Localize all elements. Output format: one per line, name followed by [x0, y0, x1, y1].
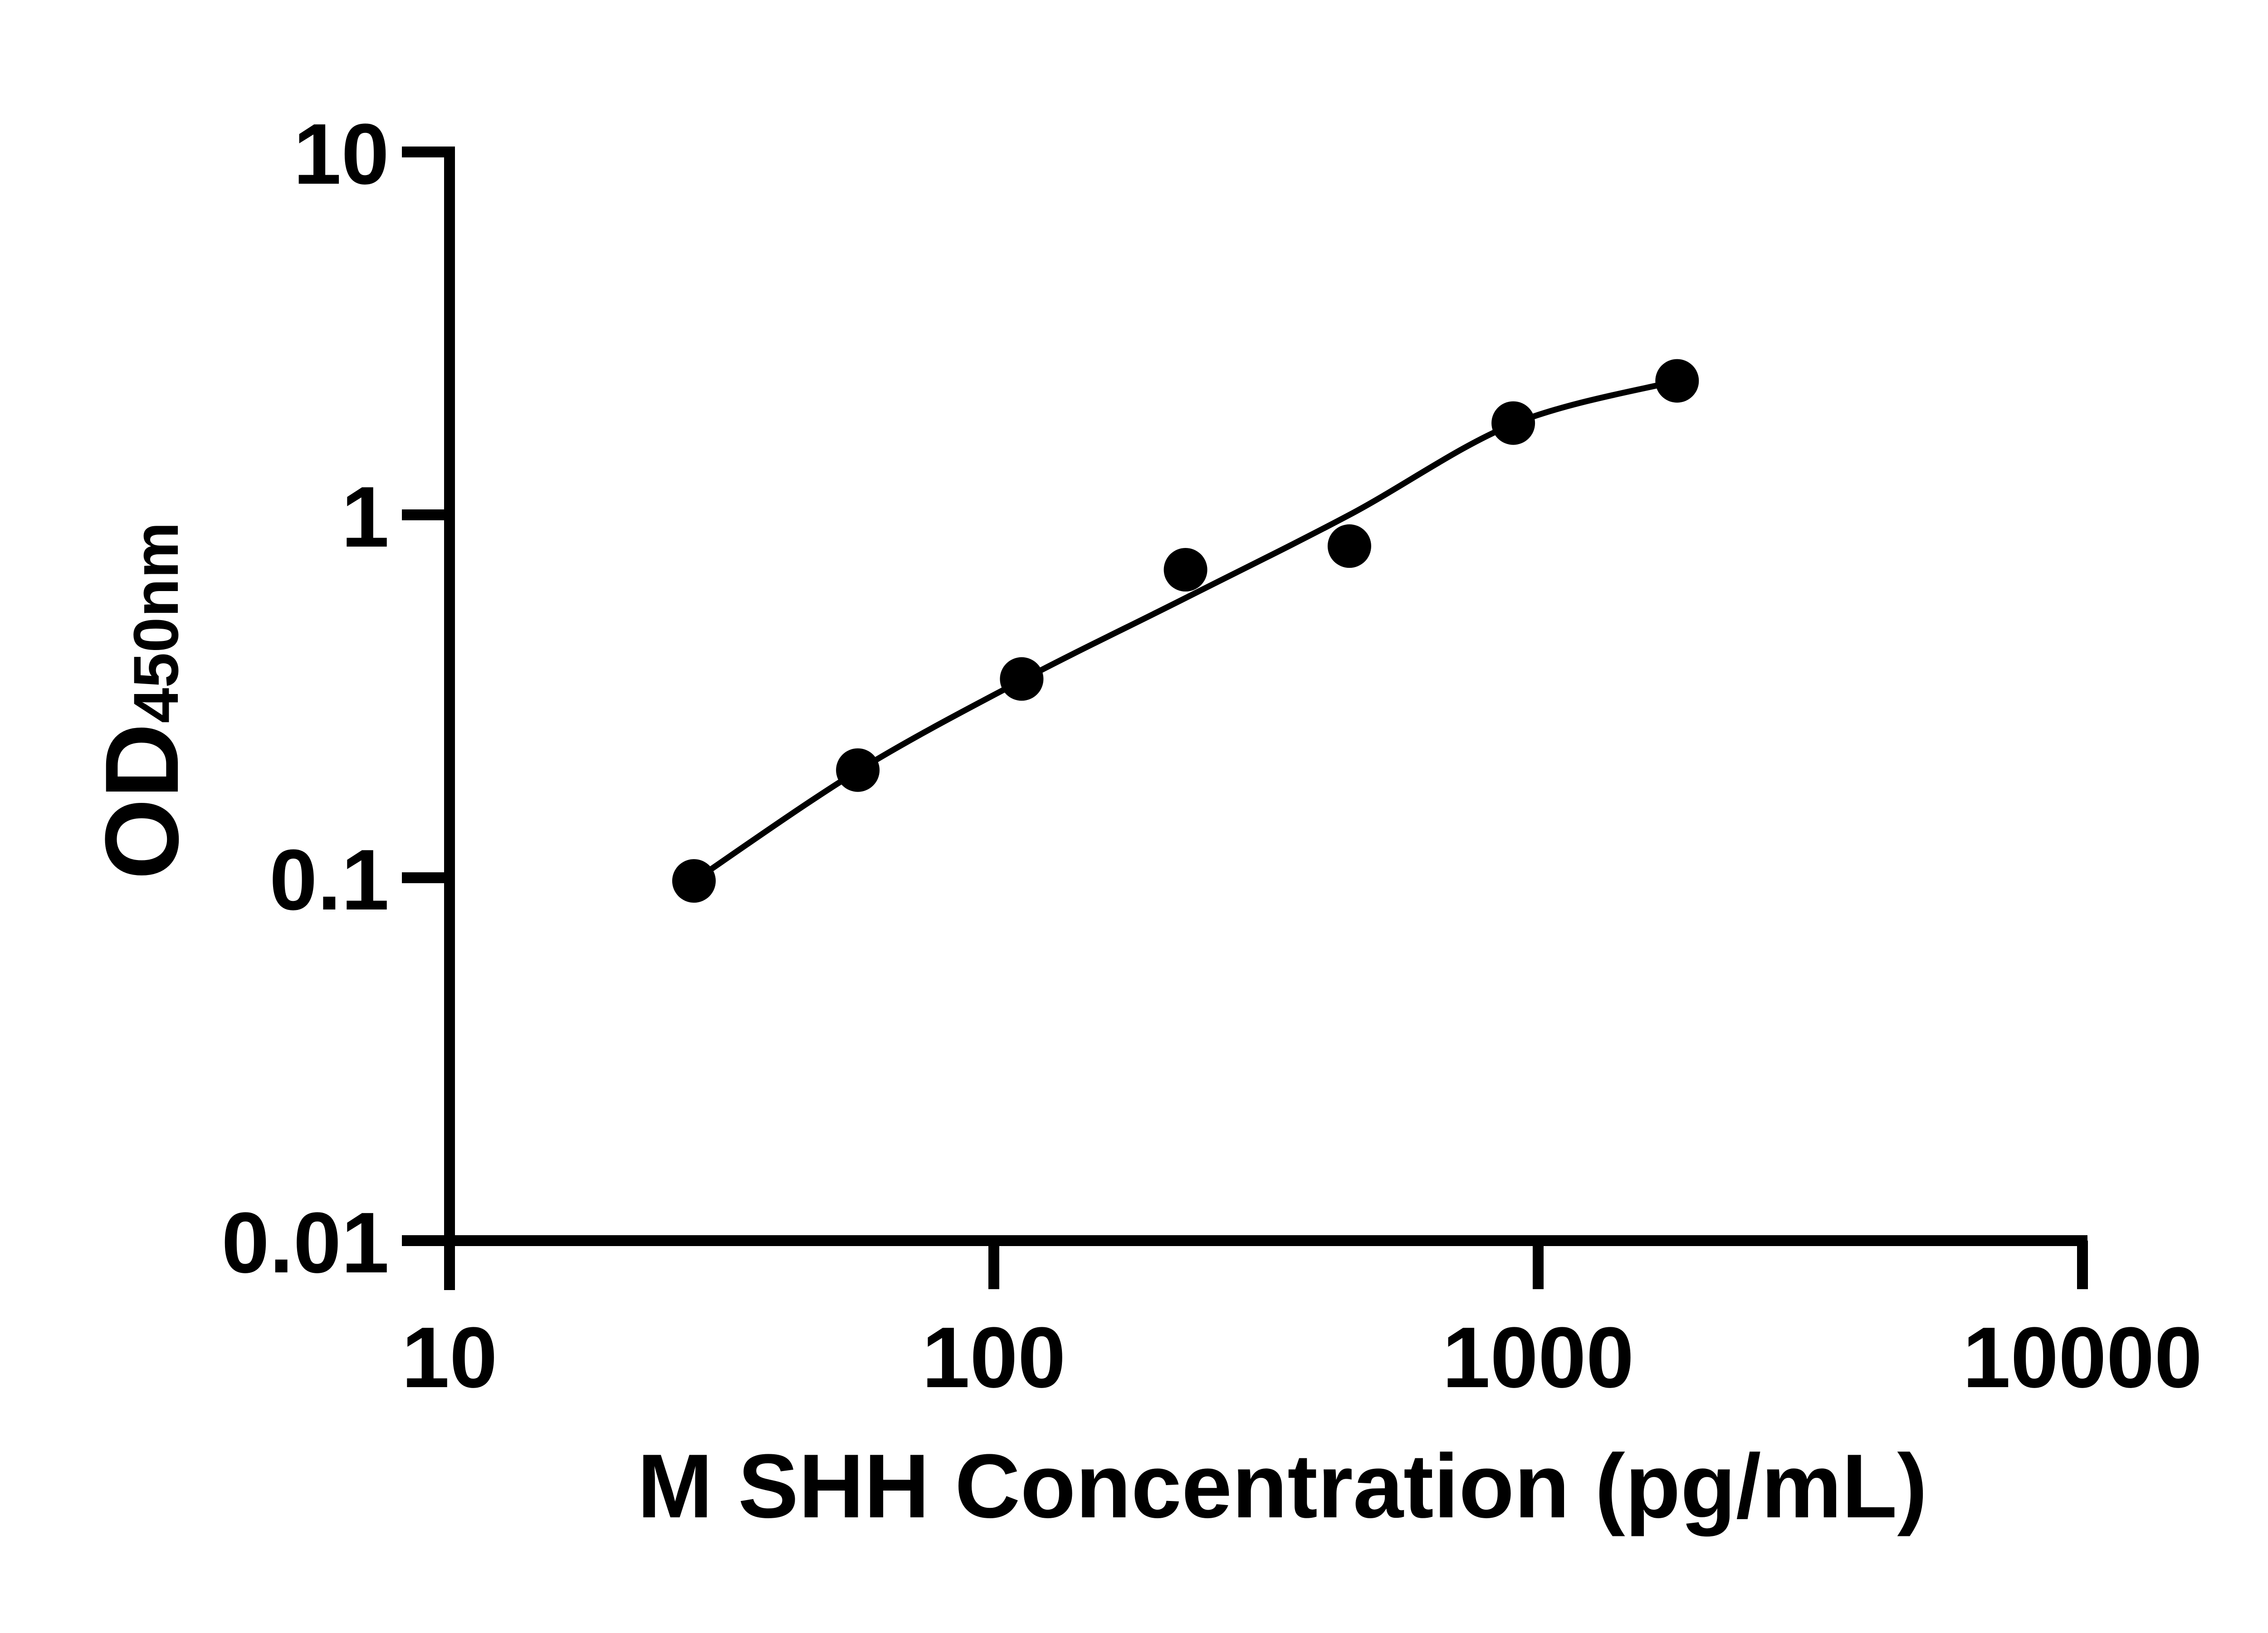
y-tick-label: 10 [293, 106, 389, 202]
fitted-curve [691, 378, 1680, 884]
x-tick-label: 10000 [1963, 1310, 2202, 1406]
data-points [672, 359, 1699, 903]
x-axis-ticks: 10 100 1000 10000 [401, 1241, 2202, 1406]
y-tick-label: 0.01 [221, 1195, 389, 1291]
y-axis-title-subscript: 450nm [120, 522, 191, 724]
x-tick-label: 1000 [1442, 1310, 1634, 1406]
y-axis-title-main: OD [83, 723, 200, 880]
y-axis-title: OD450nm [83, 522, 200, 880]
y-axis-ticks: 10 1 0.1 0.01 [221, 106, 447, 1291]
data-point-marker [836, 748, 880, 792]
x-axis-title: M SHH Concentration (pg/mL) [637, 1436, 1927, 1537]
x-tick-label: 10 [401, 1310, 497, 1406]
data-point-marker [1327, 524, 1371, 568]
y-tick-label: 0.1 [269, 832, 389, 928]
data-point-marker [1655, 359, 1699, 403]
data-point-marker [1163, 548, 1207, 592]
data-point-marker [1000, 657, 1044, 701]
x-tick-label: 100 [922, 1310, 1066, 1406]
y-tick-label: 1 [341, 469, 389, 565]
data-point-marker [1491, 401, 1535, 445]
data-point-marker [672, 859, 716, 903]
